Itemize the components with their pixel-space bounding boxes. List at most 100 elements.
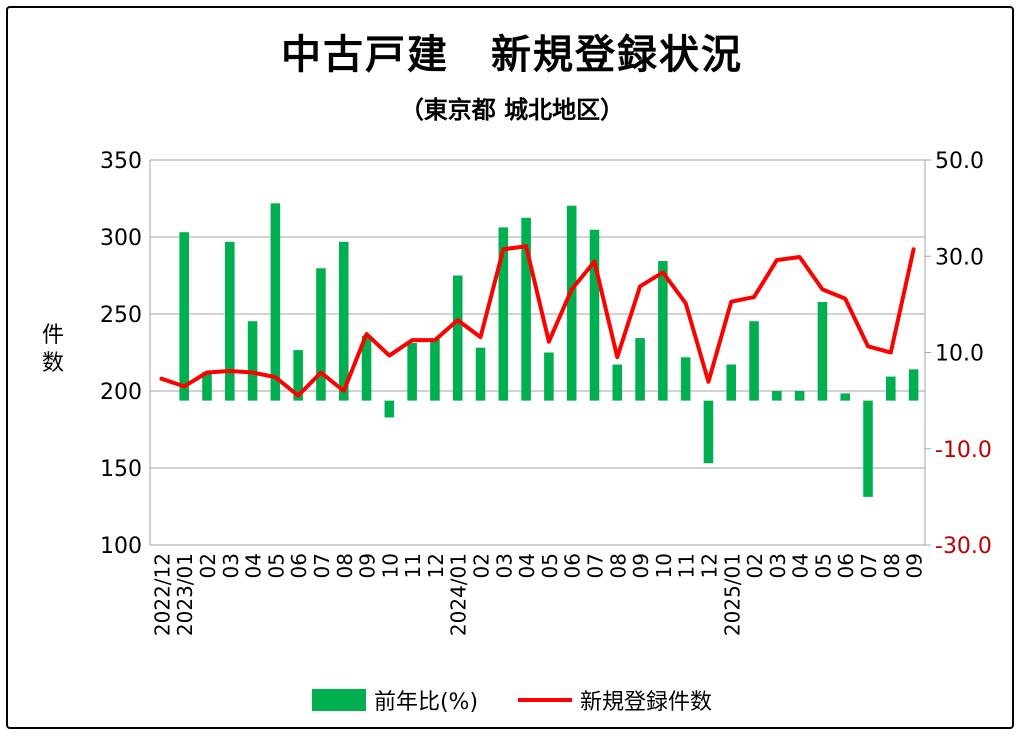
- line-point-07: [866, 344, 870, 348]
- line-series-registrations: [159, 244, 916, 398]
- x-tick-label: 09: [629, 553, 653, 578]
- legend: 前年比(%) 新規登録件数: [0, 684, 1024, 716]
- bar-04: [521, 217, 531, 401]
- line-point-06: [570, 287, 574, 291]
- line-point-10: [661, 270, 665, 274]
- bar-02: [749, 321, 759, 401]
- x-tick-label: 08: [606, 553, 630, 578]
- legend-swatch-line: [518, 698, 573, 702]
- line-point-2023/01: [182, 384, 186, 388]
- bar-10: [658, 261, 668, 401]
- x-tick-label: 2023/01: [173, 553, 197, 636]
- bar-05: [270, 203, 281, 401]
- bar-05: [544, 352, 554, 401]
- y-right-tick-label: 50.0: [935, 149, 984, 174]
- line-point-11: [684, 301, 688, 305]
- chart-frame: [6, 6, 1014, 729]
- bar-02: [475, 347, 486, 401]
- x-tick-label: 07: [857, 553, 881, 578]
- y-left-tick-label: 250: [100, 303, 142, 328]
- bar-05: [817, 301, 828, 401]
- bar-10: [384, 400, 395, 418]
- line-point-12: [433, 338, 437, 342]
- line-point-07: [592, 260, 596, 264]
- x-tick-label: 12: [697, 553, 721, 578]
- bar-03: [772, 391, 782, 401]
- x-tick-label: 06: [834, 553, 858, 578]
- legend-item-line: 新規登録件数: [518, 684, 712, 716]
- line-point-02: [479, 335, 483, 339]
- line-point-03: [501, 247, 505, 251]
- y-left-tick-label: 200: [100, 380, 142, 405]
- x-tick-label: 11: [401, 553, 425, 578]
- x-tick-label: 03: [492, 553, 516, 578]
- line-point-09: [365, 332, 369, 336]
- x-tick-label: 04: [515, 553, 539, 578]
- bar-06: [840, 393, 851, 401]
- bar-09: [361, 335, 372, 401]
- x-tick-label: 02: [196, 553, 220, 578]
- x-tick-label: 08: [880, 553, 904, 578]
- legend-swatch-bar: [311, 689, 366, 711]
- x-tick-label: 03: [219, 553, 243, 578]
- bar-08: [886, 376, 896, 401]
- x-tick-label: 2025/01: [720, 553, 744, 636]
- line-point-06: [843, 297, 847, 301]
- line-point-08: [889, 351, 893, 354]
- y-axis-label: 件数: [41, 323, 64, 376]
- x-tick-label: 05: [811, 553, 835, 578]
- x-tick-label: 05: [264, 553, 288, 578]
- line-point-06: [296, 394, 300, 398]
- line-point-04: [524, 244, 528, 248]
- bar-07: [863, 400, 873, 497]
- y-right-tick-label: 30.0: [935, 245, 984, 270]
- line-point-08: [342, 389, 346, 393]
- x-tick-label: 02: [743, 553, 767, 578]
- line-point-11: [410, 338, 414, 342]
- line-point-09: [638, 284, 642, 288]
- x-tick-label: 06: [561, 553, 585, 578]
- x-tick-label: 04: [242, 553, 266, 578]
- x-tick-label: 10: [652, 553, 676, 578]
- bar-06: [293, 350, 303, 401]
- line-point-09: [912, 247, 916, 251]
- line-point-04: [251, 371, 255, 375]
- bar-02: [202, 371, 212, 401]
- legend-item-bar: 前年比(%): [311, 684, 479, 716]
- bar-08: [612, 364, 623, 401]
- x-tick-label: 08: [333, 553, 357, 578]
- bar-2023/01: [179, 232, 189, 401]
- x-tick-label: 05: [538, 553, 562, 578]
- bar-2025/01: [726, 364, 737, 401]
- bar-07: [589, 229, 600, 401]
- line-point-02: [752, 295, 756, 299]
- line-point-03: [228, 369, 232, 373]
- y-left-tick-label: 300: [100, 226, 142, 251]
- bar-11: [680, 357, 691, 401]
- x-tick-label: 07: [310, 553, 334, 578]
- bar-03: [498, 227, 509, 401]
- line-point-05: [547, 340, 551, 344]
- line-point-02: [205, 371, 209, 375]
- line-point-2024/01: [456, 318, 460, 322]
- line-point-05: [273, 375, 277, 379]
- bar-12: [703, 400, 714, 464]
- x-tick-label: 12: [424, 553, 448, 578]
- bar-07: [316, 268, 326, 401]
- y-right-tick-label: -30.0: [935, 534, 992, 559]
- line-point-2025/01: [729, 300, 733, 304]
- x-tick-label: 2024/01: [447, 553, 471, 636]
- chart-subtitle: （東京都 城北地区）: [399, 96, 625, 124]
- legend-label-line: 新規登録件数: [580, 690, 713, 715]
- x-tick-label: 11: [675, 553, 699, 578]
- line-point-03: [775, 258, 779, 262]
- y-left-tick-label: 350: [100, 149, 142, 174]
- bar-04: [247, 321, 258, 401]
- bar-09: [635, 338, 645, 401]
- chart-title: 中古戸建 新規登録状況: [281, 32, 743, 78]
- x-tick-label: 06: [287, 553, 311, 578]
- x-tick-label: 04: [789, 553, 813, 578]
- legend-label-bar: 前年比(%): [373, 690, 479, 715]
- line-point-04: [798, 255, 802, 259]
